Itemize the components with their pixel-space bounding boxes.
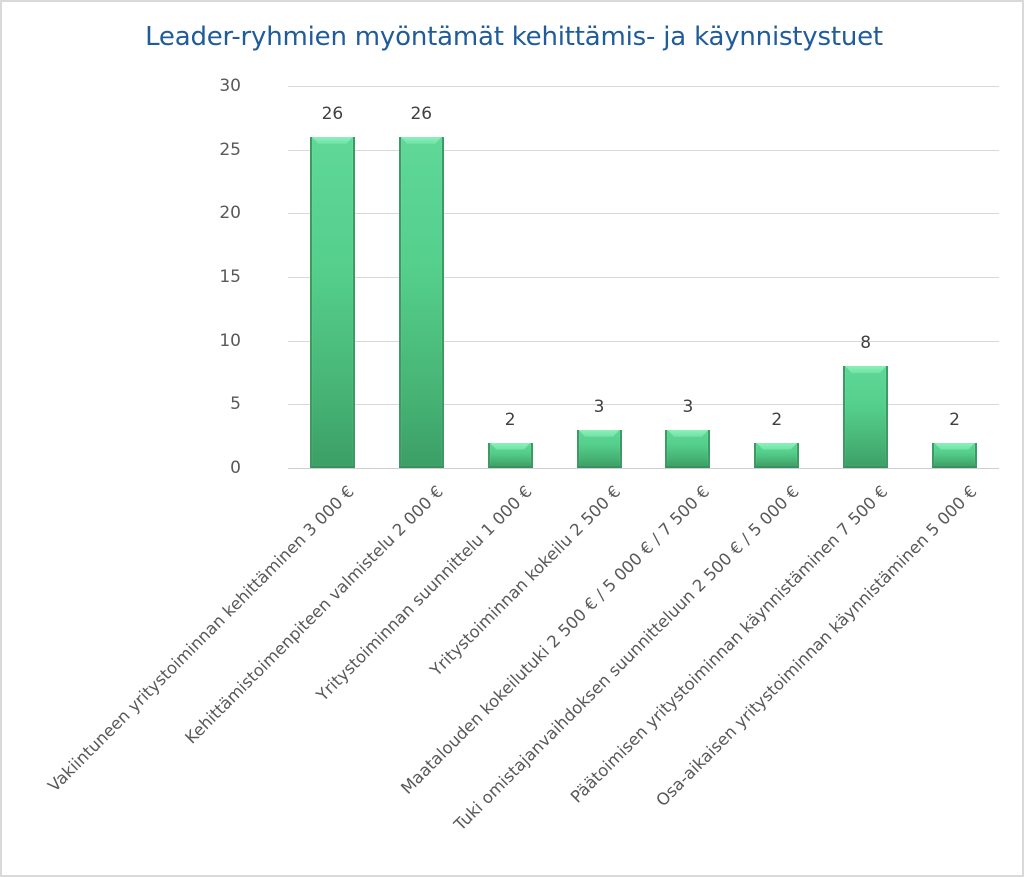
bar-bevel: [934, 442, 976, 450]
gridline: [288, 86, 999, 87]
gridline: [288, 213, 999, 215]
bar-bevel: [489, 442, 531, 450]
y-tick-label: 10: [219, 330, 241, 351]
y-tick-label: 20: [219, 203, 241, 224]
chart-title: Leader-ryhmien myöntämät kehittämis- ja …: [145, 22, 883, 52]
bar: [398, 136, 444, 468]
x-category-label: Vakiintuneen yritystoiminnan kehittämine…: [44, 482, 359, 796]
bar-value-label: 26: [410, 103, 433, 124]
bar-bevel: [400, 136, 442, 144]
bar: [932, 442, 978, 468]
x-axis-line: [288, 468, 999, 469]
bar-bevel: [667, 429, 709, 437]
y-tick-label: 25: [219, 139, 241, 160]
bar-value-label: 26: [321, 103, 344, 124]
bar: [309, 136, 355, 468]
bar: [754, 442, 800, 468]
gridline: [288, 340, 999, 342]
y-tick-label: 15: [219, 267, 241, 287]
x-category-label: Osa-aikaisen yritystoiminnan käynnistämi…: [651, 482, 981, 811]
bar: [487, 442, 533, 468]
gridline: [288, 277, 999, 278]
bar-value-label: 2: [949, 409, 960, 430]
bar-bevel: [845, 366, 887, 374]
bar-value-label: 3: [682, 396, 694, 417]
x-category-label: Päätoimisen yritystoiminnan käynnistämin…: [566, 482, 892, 807]
bar-value-label: 2: [504, 409, 516, 430]
bar-bevel: [578, 429, 620, 437]
y-tick-label: 5: [230, 394, 241, 415]
x-category-label: Yritystoiminnan kokeilu 2 500 €: [426, 482, 625, 680]
gridline: [288, 149, 999, 151]
gridline: [288, 404, 999, 406]
bar: [576, 429, 622, 468]
y-tick-label: 0: [230, 458, 241, 478]
bar-bevel: [756, 442, 798, 450]
bar-bevel: [311, 136, 353, 144]
x-category-label: Tuki omistajanvaihdoksen suunnitteluun 2…: [450, 482, 803, 835]
bar-value-label: 8: [860, 333, 872, 354]
bar: [665, 429, 711, 468]
bar-value-label: 3: [593, 396, 605, 417]
bar-value-label: 2: [771, 409, 783, 430]
x-category-label: Maatalouden kokeilutuki 2 500 € / 5 000 …: [397, 482, 714, 798]
plot-area: 0 5 10 15 20 25 30 26 Vakiintuneen yritystoiminn…: [45, 76, 999, 834]
bar: [843, 366, 889, 468]
y-tick-label: 30: [219, 76, 241, 96]
